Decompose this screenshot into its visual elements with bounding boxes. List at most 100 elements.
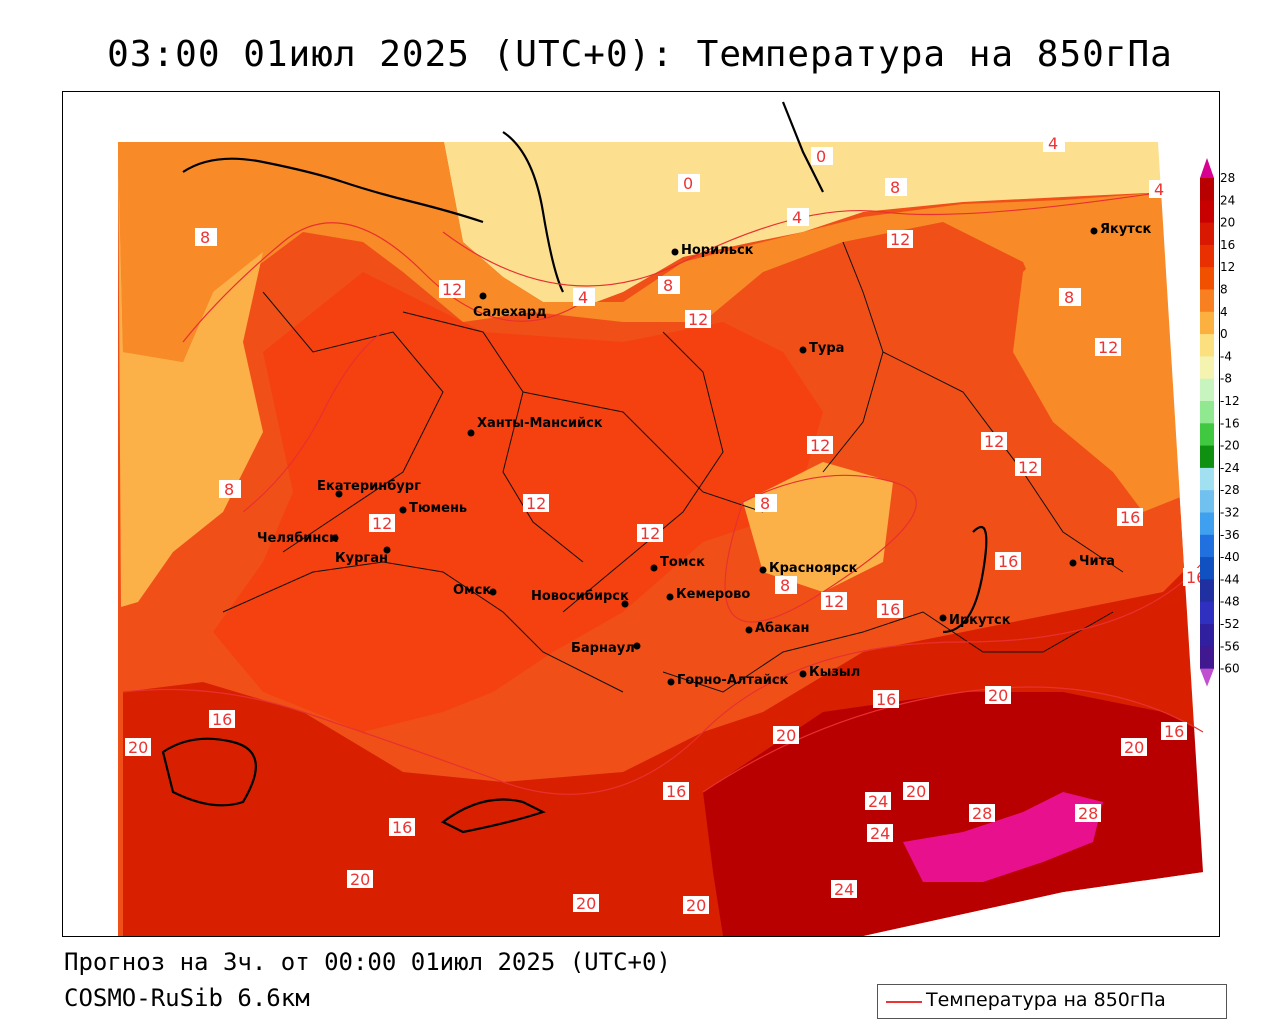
city-marker: Ханты-Мансийск <box>467 416 603 437</box>
iso-label-text: 8 <box>663 276 673 295</box>
city-label: Екатеринбург <box>317 479 421 494</box>
colorbar-swatch <box>1200 512 1214 536</box>
city-marker: Томск <box>650 555 705 572</box>
iso-label: 12 <box>439 280 465 299</box>
region-krasnoyarsk-patch <box>743 462 893 592</box>
city-label: Тура <box>809 341 844 356</box>
iso-label-text: 12 <box>1098 338 1118 357</box>
iso-label: 20 <box>773 726 799 745</box>
iso-label: 16 <box>209 710 235 729</box>
city-label: Красноярск <box>769 561 858 576</box>
iso-label: 8 <box>1059 288 1081 307</box>
iso-label-text: 4 <box>792 208 802 227</box>
city-marker: Екатеринбург <box>317 479 421 498</box>
iso-label-text: 12 <box>372 514 392 533</box>
city-label: Тюмень <box>409 501 467 516</box>
iso-label: 16 <box>1117 508 1143 527</box>
coastlines <box>161 101 988 834</box>
city-label: Омск <box>453 583 491 598</box>
city-marker: Салехард <box>473 292 547 320</box>
map-title: 03:00 01июл 2025 (UTC+0): Температура на… <box>107 34 1173 75</box>
iso-label: 28 <box>969 804 995 823</box>
iso-label: 4 <box>573 288 595 307</box>
region-south-deep <box>703 692 1203 936</box>
colorbar-tick-label: -8 <box>1220 372 1232 386</box>
city-marker: Барнаул <box>571 641 641 656</box>
iso-label: 12 <box>887 230 913 249</box>
colorbar-swatch <box>1200 311 1214 335</box>
iso-label: 24 <box>867 824 893 843</box>
city-label: Ханты-Мансийск <box>477 416 603 431</box>
map-canvas: 0 0 4 4 4 4 8 8 8 8 8 8 8 12 12 12 12 12… <box>63 92 1219 936</box>
iso-label: 16 <box>663 782 689 801</box>
city-marker: Курган <box>335 546 391 566</box>
colorbar-swatch <box>1200 601 1214 625</box>
iso-label: 12 <box>1015 458 1041 477</box>
iso-label: 12 <box>523 494 549 513</box>
colorbar-swatch <box>1200 222 1214 246</box>
colorbar-swatch <box>1200 557 1214 580</box>
iso-label: 20 <box>903 782 929 801</box>
colorbar-tick-label: -24 <box>1220 461 1240 475</box>
colorbar-swatch <box>1200 334 1214 357</box>
iso-label: 12 <box>807 436 833 455</box>
iso-label-text: 8 <box>780 576 790 595</box>
region-hotspot <box>903 792 1103 882</box>
city-label: Чита <box>1079 554 1115 569</box>
iso-label-text: 12 <box>810 436 830 455</box>
colorbar-tick-label: 12 <box>1220 260 1235 274</box>
model-info: COSMO-RuSib 6.6км <box>64 984 310 1012</box>
colorbar-tick-label: 16 <box>1220 238 1235 252</box>
iso-label-text: 8 <box>890 178 900 197</box>
colorbar-swatch <box>1200 467 1214 491</box>
iso-label-text: 12 <box>1018 458 1038 477</box>
iso-label-text: 16 <box>392 818 412 837</box>
colorbar-swatch <box>1200 200 1214 224</box>
iso-label-text: 16 <box>1120 508 1140 527</box>
city-marker: Чита <box>1069 554 1115 569</box>
iso-label: 8 <box>775 576 797 595</box>
colorbar-tick-label: -52 <box>1220 617 1240 631</box>
city-marker: Челябинск <box>257 531 339 546</box>
iso-label: 20 <box>683 896 709 915</box>
iso-label: 12 <box>637 524 663 543</box>
cities: Норильск Якутск Салехард Тура Ханты-Манс… <box>257 222 1152 688</box>
colorbar-tick-label: -44 <box>1220 572 1240 586</box>
iso-label: 12 <box>821 592 847 611</box>
iso-label: 12 <box>1095 338 1121 357</box>
colorbar-tick-label: 28 <box>1220 171 1235 185</box>
colorbar-tick-label: 0 <box>1220 327 1228 341</box>
colorbar-bottom-arrow <box>1200 668 1214 687</box>
iso-label-text: 28 <box>972 804 992 823</box>
iso-label: 12 <box>685 310 711 329</box>
iso-label: 20 <box>985 686 1011 705</box>
iso-label: 16 <box>873 690 899 709</box>
map-legend: Температура на 850гПа <box>877 984 1227 1019</box>
city-marker: Якутск <box>1090 222 1152 237</box>
colorbar-swatch <box>1200 401 1214 424</box>
city-marker: Тура <box>799 341 844 356</box>
iso-label: 8 <box>885 178 907 197</box>
colorbar-tick-label: 24 <box>1220 193 1235 207</box>
city-marker: Тюмень <box>399 501 467 516</box>
city-label: Иркутск <box>949 613 1011 628</box>
colorbar-tick-label: -40 <box>1220 550 1240 564</box>
iso-label-text: 12 <box>890 230 910 249</box>
iso-label-text: 12 <box>824 592 844 611</box>
iso-label: 8 <box>219 480 241 499</box>
region-east <box>1013 232 1193 512</box>
colorbar-tick-label: 4 <box>1220 305 1228 319</box>
iso-label: 12 <box>981 432 1007 451</box>
colorbar-swatch <box>1200 356 1214 380</box>
city-marker: Новосибирск <box>531 589 629 608</box>
iso-label-text: 12 <box>688 310 708 329</box>
colorbar-tick-label: -20 <box>1220 439 1240 453</box>
city-marker: Омск <box>453 583 497 598</box>
iso-label-text: 12 <box>640 524 660 543</box>
temperature-map: 0 0 4 4 4 4 8 8 8 8 8 8 8 12 12 12 12 12… <box>62 91 1220 937</box>
colorbar-tick-label: -28 <box>1220 483 1240 497</box>
region-north-warm <box>118 137 1203 392</box>
iso-label-text: 20 <box>988 686 1008 705</box>
iso-label-text: 28 <box>1078 804 1098 823</box>
legend-line-swatch <box>886 1001 922 1003</box>
